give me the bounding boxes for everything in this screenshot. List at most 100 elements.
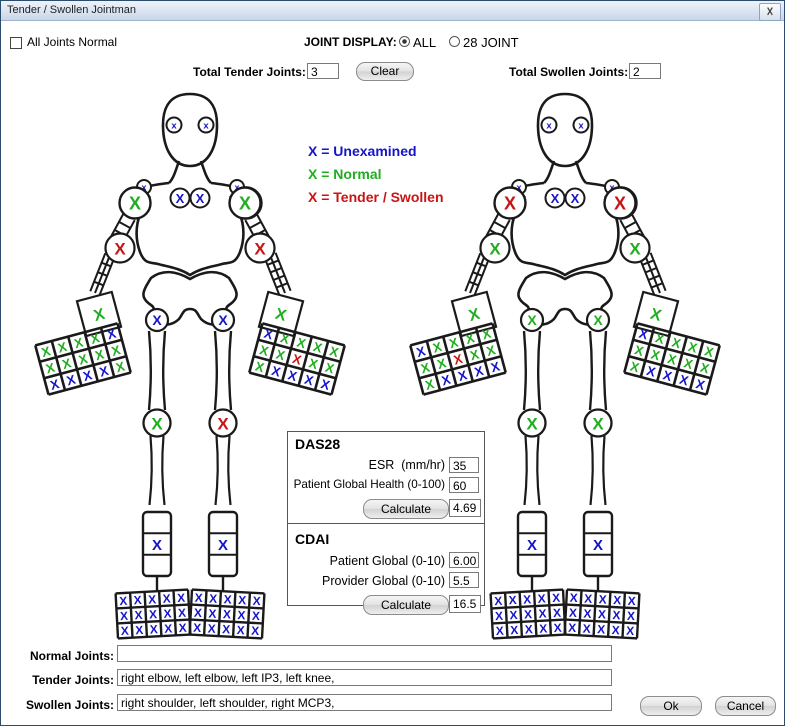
svg-text:x: x bbox=[203, 121, 209, 132]
svg-text:X: X bbox=[98, 363, 111, 380]
svg-text:X: X bbox=[223, 592, 232, 606]
svg-text:X: X bbox=[218, 537, 228, 554]
svg-text:X: X bbox=[495, 609, 504, 623]
svg-text:X: X bbox=[598, 592, 607, 606]
svg-text:X: X bbox=[44, 360, 57, 377]
svg-text:X: X bbox=[682, 355, 695, 372]
svg-text:X: X bbox=[694, 376, 707, 393]
svg-text:X: X bbox=[431, 339, 444, 356]
svg-text:X: X bbox=[162, 591, 171, 605]
svg-text:X: X bbox=[509, 608, 518, 622]
svg-text:X: X bbox=[627, 594, 636, 608]
svg-text:X: X bbox=[319, 376, 332, 393]
svg-text:X: X bbox=[251, 624, 260, 638]
svg-text:X: X bbox=[110, 342, 123, 359]
svg-text:X: X bbox=[176, 191, 185, 206]
svg-text:X: X bbox=[93, 346, 106, 363]
svg-text:X: X bbox=[252, 594, 261, 608]
svg-text:X: X bbox=[270, 363, 283, 380]
svg-text:X: X bbox=[148, 592, 157, 606]
svg-text:X: X bbox=[489, 239, 501, 258]
svg-text:X: X bbox=[194, 606, 203, 620]
svg-text:X: X bbox=[114, 239, 126, 258]
svg-text:X: X bbox=[633, 342, 646, 359]
svg-text:X: X bbox=[149, 622, 158, 636]
svg-text:X: X bbox=[40, 343, 53, 360]
svg-text:X: X bbox=[254, 359, 267, 376]
svg-text:X: X bbox=[208, 606, 217, 620]
svg-text:X: X bbox=[571, 191, 580, 206]
svg-text:X: X bbox=[539, 621, 548, 635]
svg-text:X: X bbox=[524, 622, 533, 636]
svg-text:X: X bbox=[134, 608, 143, 622]
svg-text:X: X bbox=[73, 334, 86, 351]
svg-text:X: X bbox=[456, 367, 469, 384]
svg-text:X: X bbox=[527, 537, 537, 554]
svg-text:X: X bbox=[583, 606, 592, 620]
svg-text:X: X bbox=[494, 594, 503, 608]
svg-text:X: X bbox=[508, 593, 517, 607]
svg-text:X: X bbox=[56, 339, 69, 356]
svg-text:X: X bbox=[593, 537, 603, 554]
svg-text:X: X bbox=[65, 372, 78, 389]
svg-text:X: X bbox=[307, 355, 320, 372]
svg-text:X: X bbox=[295, 335, 308, 352]
svg-text:X: X bbox=[678, 372, 691, 389]
svg-text:X: X bbox=[135, 623, 144, 637]
svg-text:X: X bbox=[77, 351, 90, 368]
svg-text:X: X bbox=[218, 312, 228, 328]
svg-text:X: X bbox=[120, 624, 129, 638]
svg-text:X: X bbox=[164, 621, 173, 635]
svg-text:X: X bbox=[196, 191, 205, 206]
svg-text:X: X bbox=[238, 593, 247, 607]
svg-text:X: X bbox=[524, 607, 533, 621]
svg-text:X: X bbox=[49, 376, 62, 393]
svg-text:X: X bbox=[553, 621, 562, 635]
svg-text:X: X bbox=[569, 591, 578, 605]
svg-text:X: X bbox=[473, 363, 486, 380]
svg-text:X: X bbox=[537, 591, 546, 605]
svg-text:X: X bbox=[614, 194, 626, 214]
svg-text:X: X bbox=[120, 609, 129, 623]
svg-text:X: X bbox=[489, 358, 502, 375]
svg-text:X: X bbox=[552, 591, 561, 605]
svg-text:X: X bbox=[207, 621, 216, 635]
svg-text:X: X bbox=[194, 591, 203, 605]
svg-text:x: x bbox=[578, 121, 584, 132]
svg-text:X: X bbox=[419, 360, 432, 377]
svg-text:X: X bbox=[436, 355, 449, 372]
svg-text:X: X bbox=[613, 593, 622, 607]
svg-text:X: X bbox=[303, 372, 316, 389]
svg-text:X: X bbox=[627, 609, 636, 623]
svg-text:X: X bbox=[448, 334, 461, 351]
svg-text:X: X bbox=[217, 414, 229, 433]
svg-text:X: X bbox=[598, 607, 607, 621]
svg-text:X: X bbox=[645, 363, 658, 380]
svg-text:X: X bbox=[504, 194, 516, 214]
svg-text:X: X bbox=[258, 342, 271, 359]
svg-text:X: X bbox=[223, 607, 232, 621]
svg-text:X: X bbox=[252, 609, 261, 623]
svg-text:X: X bbox=[237, 608, 246, 622]
svg-text:X: X bbox=[440, 372, 453, 389]
svg-text:X: X bbox=[424, 376, 437, 393]
svg-text:X: X bbox=[551, 191, 560, 206]
svg-text:X: X bbox=[152, 537, 162, 554]
svg-text:X: X bbox=[553, 606, 562, 620]
svg-text:X: X bbox=[178, 621, 187, 635]
svg-text:X: X bbox=[703, 343, 716, 360]
svg-text:X: X bbox=[415, 343, 428, 360]
svg-text:X: X bbox=[495, 624, 504, 638]
svg-text:X: X bbox=[286, 367, 299, 384]
svg-text:X: X bbox=[523, 592, 532, 606]
svg-text:X: X bbox=[582, 621, 591, 635]
svg-text:X: X bbox=[597, 622, 606, 636]
svg-text:X: X bbox=[236, 623, 245, 637]
svg-text:X: X bbox=[324, 360, 337, 377]
svg-text:X: X bbox=[274, 347, 287, 364]
svg-text:X: X bbox=[649, 347, 662, 364]
svg-text:X: X bbox=[538, 606, 547, 620]
svg-text:X: X bbox=[699, 360, 712, 377]
svg-text:X: X bbox=[254, 239, 266, 258]
svg-text:X: X bbox=[584, 591, 593, 605]
